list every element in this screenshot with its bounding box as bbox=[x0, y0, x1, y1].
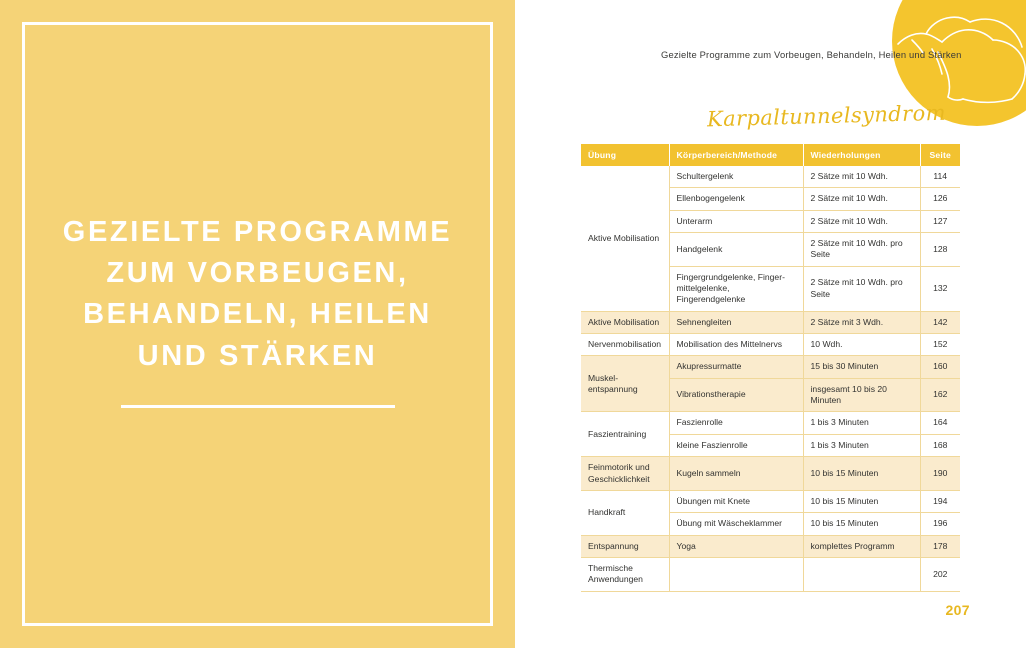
cell-uebung: Entspannung bbox=[581, 535, 670, 558]
cell-seite: 202 bbox=[920, 557, 960, 592]
cell-koerperbereich: Handgelenk bbox=[669, 232, 804, 267]
title-line-4: UND STÄRKEN bbox=[137, 339, 378, 372]
cell-wiederholungen: 2 Sätze mit 10 Wdh. pro Seite bbox=[803, 266, 921, 312]
table-row: Thermische Anwendungen 202 bbox=[581, 557, 960, 592]
cell-seite: 142 bbox=[920, 311, 960, 335]
table-row: Muskel- entspannung Akupressurmatte 15 bis… bbox=[581, 355, 960, 413]
cell-seite: 196 bbox=[920, 512, 960, 536]
cell-koerperbereich: Schultergelenk bbox=[669, 166, 804, 189]
cell-wiederholungen: 2 Sätze mit 3 Wdh. bbox=[803, 311, 921, 335]
column-header-wiederholungen: Wiederholungen bbox=[803, 144, 921, 166]
hand-illustration-icon bbox=[897, 16, 1026, 104]
cell-koerperbereich: Ellenbogengelenk bbox=[669, 187, 804, 211]
cell-wiederholungen: 10 bis 15 Minuten bbox=[803, 490, 921, 514]
decorative-frame bbox=[22, 22, 493, 626]
table-row: Vibrationstherapie insgesamt 10 bis 20 Mi… bbox=[581, 378, 960, 413]
cell-seite: 128 bbox=[920, 232, 960, 267]
table-row: kleine Faszienrolle 1 bis 3 Minuten 168 bbox=[581, 434, 960, 458]
cell-seite: 152 bbox=[920, 333, 960, 357]
cell-uebung: Muskel- entspannung bbox=[581, 355, 670, 413]
cell-uebung: Handkraft bbox=[581, 490, 670, 536]
table-header-row: Übung Körperbereich/Methode Wiederholung… bbox=[581, 144, 960, 166]
cell-wiederholungen bbox=[803, 557, 921, 592]
cell-koerperbereich: Übung mit Wäscheklammer bbox=[669, 512, 804, 536]
page-title: GEZIELTE PROGRAMME ZUM VORBEUGEN, BEHAND… bbox=[40, 212, 475, 377]
cell-uebung: Nervenmobilisation bbox=[581, 333, 670, 357]
cell-seite: 126 bbox=[920, 187, 960, 211]
title-divider bbox=[120, 404, 395, 408]
table-row: Faszientraining Faszienrolle 1 bis 3 Minut… bbox=[581, 411, 960, 458]
column-header-uebung: Übung bbox=[581, 144, 670, 166]
cell-wiederholungen: 2 Sätze mit 10 Wdh. pro Seite bbox=[803, 232, 921, 267]
program-table: Übung Körperbereich/Methode Wiederholung… bbox=[581, 144, 960, 592]
table-row: Aktive Mobilisation Schultergelenk 2 Sätze… bbox=[581, 166, 960, 312]
table-row: Nervenmobilisation Mobilisation des Mitte… bbox=[581, 333, 960, 357]
right-page-content: Gezielte Programme zum Vorbeugen, Behand… bbox=[515, 0, 1026, 648]
cell-wiederholungen: 1 bis 3 Minuten bbox=[803, 434, 921, 458]
title-line-2: ZUM VORBEUGEN, bbox=[106, 257, 409, 290]
cell-koerperbereich: kleine Faszienrolle bbox=[669, 434, 804, 458]
left-page-chapter-opener: GEZIELTE PROGRAMME ZUM VORBEUGEN, BEHAND… bbox=[0, 0, 515, 648]
table-row: Entspannung Yoga komplettes Programm 178 bbox=[581, 535, 960, 558]
cell-seite: 190 bbox=[920, 456, 960, 491]
cell-uebung: Faszientraining bbox=[581, 411, 670, 458]
cell-koerperbereich bbox=[669, 557, 804, 592]
cell-seite: 162 bbox=[920, 378, 960, 413]
cell-wiederholungen: 15 bis 30 Minuten bbox=[803, 355, 921, 379]
cell-koerperbereich: Übungen mit Knete bbox=[669, 490, 804, 514]
table-body: Aktive Mobilisation Schultergelenk 2 Sätze… bbox=[581, 166, 960, 592]
title-line-1: GEZIELTE PROGRAMME bbox=[62, 216, 453, 248]
title-line-3: BEHANDELN, HEILEN bbox=[83, 298, 432, 331]
cell-wiederholungen: 10 Wdh. bbox=[803, 333, 921, 357]
cell-uebung: Aktive Mobilisation bbox=[581, 311, 670, 335]
cell-koerperbereich: Unterarm bbox=[669, 210, 804, 234]
section-title: Karpaltunnelsyndrom bbox=[706, 100, 947, 132]
table-row: Unterarm 2 Sätze mit 10 Wdh. 127 bbox=[581, 210, 960, 234]
chapter-title-block: GEZIELTE PROGRAMME ZUM VORBEUGEN, BEHAND… bbox=[0, 212, 515, 408]
cell-wiederholungen: 2 Sätze mit 10 Wdh. bbox=[803, 210, 921, 234]
cell-seite: 127 bbox=[920, 210, 960, 234]
column-header-koerperbereich: Körperbereich/Methode bbox=[669, 144, 804, 166]
cell-koerperbereich: Mobilisation des Mittelnervs bbox=[669, 333, 804, 357]
cell-koerperbereich: Sehnengleiten bbox=[669, 311, 804, 335]
cell-wiederholungen: 1 bis 3 Minuten bbox=[803, 411, 921, 435]
cell-uebung: Aktive Mobilisation bbox=[581, 166, 670, 312]
cell-uebung: Feinmotorik und Geschicklichkeit bbox=[581, 456, 670, 491]
table-row: Handgelenk 2 Sätze mit 10 Wdh. pro Seite 1… bbox=[581, 232, 960, 267]
table-row: Handkraft Übungen mit Knete 10 bis 15 Minu… bbox=[581, 490, 960, 536]
cell-wiederholungen: 10 bis 15 Minuten bbox=[803, 512, 921, 536]
cell-koerperbereich: Vibrationstherapie bbox=[669, 378, 804, 413]
cell-seite: 132 bbox=[920, 266, 960, 312]
cell-wiederholungen: insgesamt 10 bis 20 Minuten bbox=[803, 378, 921, 413]
column-header-seite: Seite bbox=[920, 144, 960, 166]
cell-koerperbereich: Fingergrundgelenke, Finger- mittelgelenk… bbox=[669, 266, 804, 312]
cell-wiederholungen: 2 Sätze mit 10 Wdh. bbox=[803, 166, 921, 189]
table-row: Übung mit Wäscheklammer 10 bis 15 Minuten… bbox=[581, 512, 960, 536]
cell-seite: 114 bbox=[920, 166, 960, 189]
cell-seite: 194 bbox=[920, 490, 960, 514]
cell-koerperbereich: Faszienrolle bbox=[669, 411, 804, 435]
cell-wiederholungen: 2 Sätze mit 10 Wdh. bbox=[803, 187, 921, 211]
table-row: Feinmotorik und Geschicklichkeit Kugeln s… bbox=[581, 456, 960, 491]
table-row: Ellenbogengelenk 2 Sätze mit 10 Wdh. 126 bbox=[581, 187, 960, 211]
cell-wiederholungen: 10 bis 15 Minuten bbox=[803, 456, 921, 491]
cell-seite: 164 bbox=[920, 411, 960, 435]
cell-koerperbereich: Kugeln sammeln bbox=[669, 456, 804, 491]
cell-seite: 168 bbox=[920, 434, 960, 458]
cell-seite: 160 bbox=[920, 355, 960, 379]
running-header: Gezielte Programme zum Vorbeugen, Behand… bbox=[661, 49, 962, 60]
cell-seite: 178 bbox=[920, 535, 960, 558]
page-number: 207 bbox=[945, 602, 970, 618]
cell-uebung: Thermische Anwendungen bbox=[581, 557, 670, 592]
cell-koerperbereich: Akupressurmatte bbox=[669, 355, 804, 379]
table-row: Aktive Mobilisation Sehnengleiten 2 Sätze … bbox=[581, 311, 960, 335]
cell-koerperbereich: Yoga bbox=[669, 535, 804, 558]
cell-wiederholungen: komplettes Programm bbox=[803, 535, 921, 558]
hand-badge bbox=[892, 0, 1026, 126]
table-row: Fingergrundgelenke, Finger- mittelgelenk… bbox=[581, 266, 960, 312]
